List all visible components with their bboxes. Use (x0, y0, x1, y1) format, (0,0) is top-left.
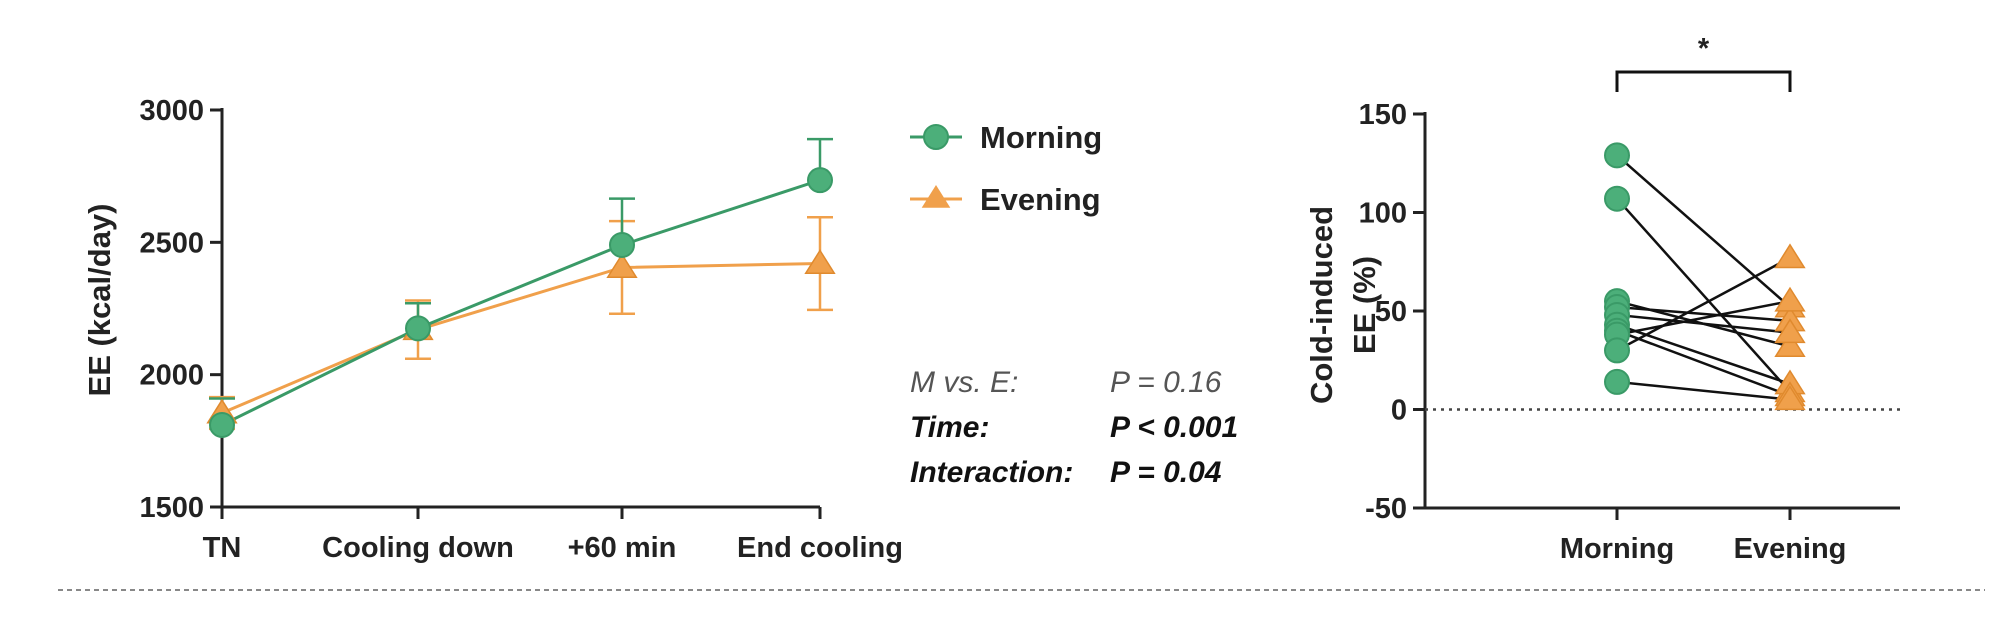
line-chart-legend: Morning Evening (910, 120, 1102, 217)
legend-label: Evening (980, 182, 1101, 217)
line-chart-y-ticks: 1500 2000 2500 3000 (139, 95, 222, 524)
y-tick-label: 0 (1391, 395, 1407, 427)
x-tick-label: Morning (1560, 533, 1674, 565)
series-morning (209, 137, 833, 427)
legend-marker (921, 185, 951, 208)
legend-marker (923, 124, 949, 150)
stat-value: P < 0.001 (1110, 411, 1238, 444)
line-chart-x-ticks: TN Cooling down +60 min End cooling (203, 507, 903, 564)
evening-point (1774, 385, 1806, 411)
markers-evening (206, 249, 836, 424)
series-line (221, 178, 821, 427)
evening-point (1774, 318, 1806, 344)
y-tick-label: 100 (1359, 198, 1407, 230)
significance-bracket: * (1615, 33, 1792, 92)
data-point (405, 315, 431, 342)
pair-line (1616, 305, 1791, 323)
data-point (209, 411, 235, 438)
legend-label: Morning (980, 120, 1102, 155)
pair-line (1616, 329, 1791, 397)
paired-chart-y-label-line1: Cold-induced (1304, 206, 1339, 404)
stat-value: P = 0.04 (1110, 456, 1222, 489)
evening-point (1774, 332, 1806, 357)
paired-scatter-chart: -50 0 50 100 150 Morning Evening Cold-induced… (1304, 33, 1900, 565)
legend-item-evening: Evening (910, 182, 1101, 217)
data-point (606, 253, 638, 278)
morning-point (1604, 142, 1630, 169)
pair-line (1616, 154, 1791, 308)
line-chart-y-label: EE (kcal/day) (82, 204, 117, 397)
stat-label: Interaction: (910, 456, 1073, 489)
legend-item-morning: Morning (910, 120, 1102, 155)
paired-lines (1604, 142, 1806, 411)
y-tick-label: 3000 (139, 95, 204, 127)
line-chart-series (206, 137, 836, 438)
data-point (807, 167, 833, 194)
pair-line (1616, 197, 1791, 393)
pair-line (1616, 256, 1791, 352)
bracket-line (1615, 70, 1792, 92)
paired-chart-y-label-line2: EE (%) (1347, 256, 1382, 354)
significance-star: * (1698, 33, 1710, 65)
y-tick-label: -50 (1365, 493, 1407, 525)
stats-annotation: M vs. E: P = 0.16 Time: P < 0.001 Interactio… (910, 366, 1238, 489)
y-tick-label: 50 (1375, 296, 1407, 328)
pair-line (1616, 323, 1791, 386)
pair-line (1616, 380, 1791, 401)
line-chart: 1500 2000 2500 3000 TN Cooling down +60 min En… (82, 95, 1238, 564)
morning-point (1604, 337, 1630, 364)
line-chart-axes (220, 108, 820, 509)
y-tick-label: 2000 (139, 360, 204, 392)
stat-label: M vs. E: (910, 366, 1018, 399)
evening-point (1774, 243, 1806, 269)
pair-line (1616, 299, 1791, 336)
pair-line (1616, 313, 1791, 334)
x-tick-label: TN (203, 532, 242, 564)
morning-point (1604, 185, 1630, 212)
data-point (609, 231, 635, 258)
paired-chart-x-ticks: Morning Evening (1560, 508, 1847, 565)
stat-value: P = 0.16 (1110, 366, 1222, 399)
y-tick-label: 150 (1359, 99, 1407, 131)
markers-morning (209, 167, 833, 438)
data-point (804, 249, 836, 275)
stat-label: Time: (910, 411, 989, 444)
x-tick-label: Evening (1734, 533, 1847, 565)
evening-point (1774, 286, 1806, 312)
paired-chart-y-ticks: -50 0 50 100 150 (1359, 99, 1425, 525)
x-tick-label: End cooling (737, 532, 903, 564)
series-evening (209, 215, 833, 431)
y-tick-label: 1500 (139, 492, 204, 524)
series-line (221, 262, 821, 415)
x-tick-label: +60 min (568, 532, 677, 564)
morning-point (1604, 368, 1630, 395)
x-tick-label: Cooling down (322, 532, 514, 564)
y-tick-label: 2500 (139, 227, 204, 259)
